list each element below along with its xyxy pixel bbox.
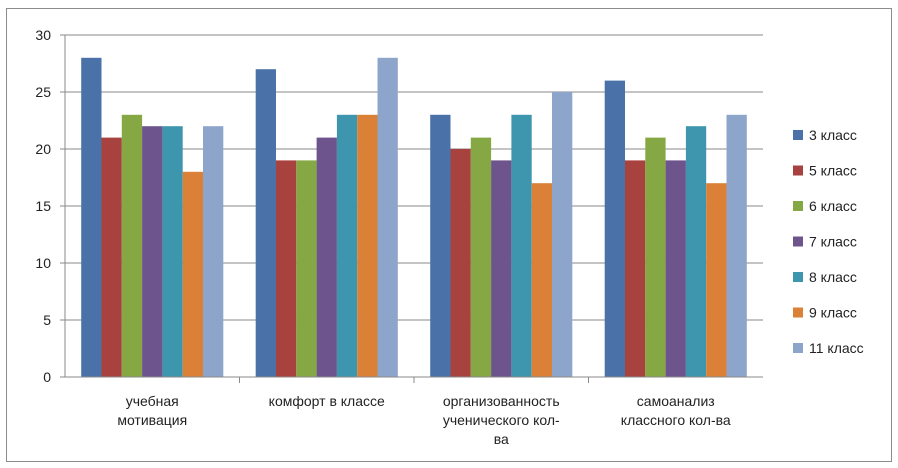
chart-frame: 0 5 10 15 20 25 30 учебная мотивация комфорт в к… [6,8,892,462]
bar [645,137,666,377]
x-category-label: самоанализ классного кол-ва [621,393,731,428]
y-tick-label: 15 [35,198,51,214]
bar [491,160,512,377]
x-category-label: организованность ученического кол-ва [443,393,560,447]
legend-item: 5 класс [793,163,857,179]
legend: 3 класс 5 класс 6 класс 7 класс 8 класс 9 кла… [793,127,864,356]
legend-label: 8 класс [809,269,857,285]
x-category-label: комфорт в классе [269,393,385,409]
bar [377,57,398,378]
bar [685,126,707,377]
bar [81,57,102,378]
bar [276,160,297,377]
bar [162,126,183,377]
bar-chart: 0 5 10 15 20 25 30 учебная мотивация комфорт в к… [35,27,864,447]
bars [81,57,747,378]
bar [450,149,471,377]
y-tick-label: 20 [35,141,51,157]
legend-item: 6 класс [793,198,857,214]
bar [101,137,122,377]
legend-label: 7 класс [809,234,857,250]
bar [706,183,727,377]
bar [203,126,224,377]
bar [336,114,358,378]
legend-item: 8 класс [793,269,857,285]
legend-label: 9 класс [809,305,857,321]
legend-item: 11 класс [793,340,864,356]
legend-swatch [793,236,803,247]
axes [60,34,763,383]
bar [665,160,686,377]
x-category-labels: учебная мотивация комфорт в классе организо… [117,393,731,447]
bar [255,69,276,377]
bar [552,92,573,377]
legend-swatch [793,201,803,211]
bar [625,160,646,377]
y-tick-label: 10 [35,255,51,271]
legend-label: 3 класс [809,127,857,143]
legend-label: 5 класс [809,163,857,179]
y-tick-label: 25 [35,84,51,100]
legend-swatch [793,165,803,176]
bar [296,160,317,377]
bar [316,137,337,377]
bar [470,137,492,377]
y-tick-label: 30 [35,27,51,43]
bar [511,114,532,378]
legend-swatch [793,272,803,282]
y-tick-label: 0 [43,369,51,385]
legend-item: 3 класс [793,127,857,143]
x-category-label: учебная мотивация [117,393,187,428]
legend-swatch [793,307,803,318]
legend-label: 11 класс [809,340,864,356]
y-tick-labels: 0 5 10 15 20 25 30 [35,27,51,385]
legend-swatch [793,343,803,353]
bar [121,114,143,378]
bar [357,114,378,378]
bar [430,114,451,378]
bar [531,183,552,377]
y-tick-label: 5 [43,312,51,328]
legend-swatch [793,130,803,140]
legend-item: 7 класс [793,234,857,250]
bar [142,126,163,377]
bar [726,114,747,378]
legend-item: 9 класс [793,305,857,321]
bar [182,171,203,377]
legend-label: 6 класс [809,198,857,214]
bar [604,80,625,377]
